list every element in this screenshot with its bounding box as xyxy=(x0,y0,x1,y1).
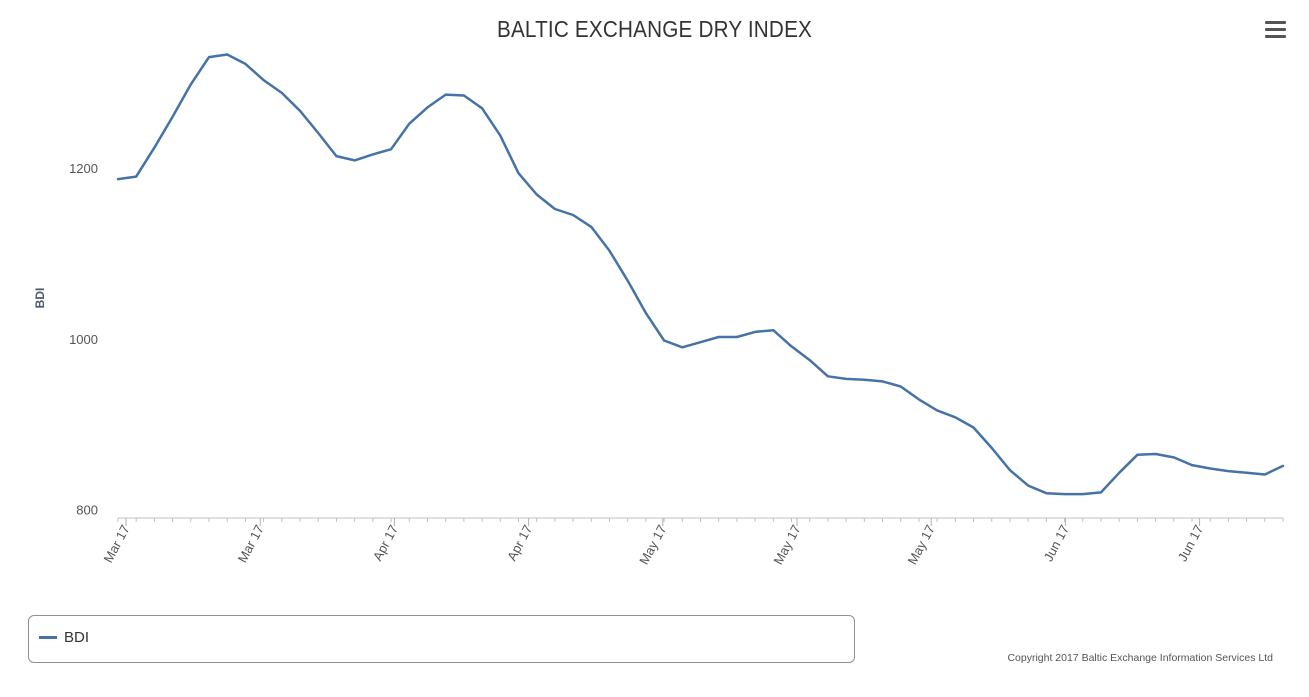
x-tick-label: Jun 17 xyxy=(1175,522,1207,564)
x-tick-label: Mar 17 xyxy=(235,522,267,565)
legend: BDI xyxy=(28,615,855,663)
y-axis: 800 1000 1200 xyxy=(69,161,98,517)
hamburger-menu-icon-bar xyxy=(1264,35,1286,38)
chart-context-menu-button[interactable] xyxy=(1262,18,1288,44)
plot-area: 800 1000 1200 Mar 17 Mar 17 Apr 17 Apr 17 May … xyxy=(33,53,1285,567)
x-tick-label: Apr 17 xyxy=(370,522,401,563)
legend-swatch-bdi xyxy=(39,636,57,639)
hamburger-menu-icon-bar xyxy=(1264,28,1286,31)
y-tick-label: 800 xyxy=(76,502,98,517)
hamburger-menu-icon xyxy=(1264,21,1286,24)
credits-text: Copyright 2017 Baltic Exchange Informati… xyxy=(1007,652,1273,664)
chart-title: BALTIC EXCHANGE DRY INDEX xyxy=(496,16,813,42)
x-tick-label: May 17 xyxy=(770,522,803,567)
x-tick-label: May 17 xyxy=(905,522,938,567)
x-axis-minor-ticks xyxy=(117,518,1284,522)
y-tick-label: 1000 xyxy=(69,332,98,347)
x-axis: Mar 17 Mar 17 Apr 17 Apr 17 May 17 May 17 May … xyxy=(100,517,1284,567)
legend-item-bdi[interactable]: BDI xyxy=(39,629,89,646)
x-tick-label: Apr 17 xyxy=(504,522,535,563)
x-axis-tick-labels: Mar 17 Mar 17 Apr 17 Apr 17 May 17 May 17 May … xyxy=(100,518,1206,567)
series-line-bdi[interactable] xyxy=(116,53,1285,496)
y-tick-label: 1200 xyxy=(69,161,98,176)
x-tick-label: May 17 xyxy=(636,522,669,567)
legend-label-bdi: BDI xyxy=(64,629,90,646)
y-axis-title: BDI xyxy=(33,288,47,309)
x-tick-label: Mar 17 xyxy=(100,522,132,565)
x-tick-label: Jun 17 xyxy=(1040,522,1072,564)
